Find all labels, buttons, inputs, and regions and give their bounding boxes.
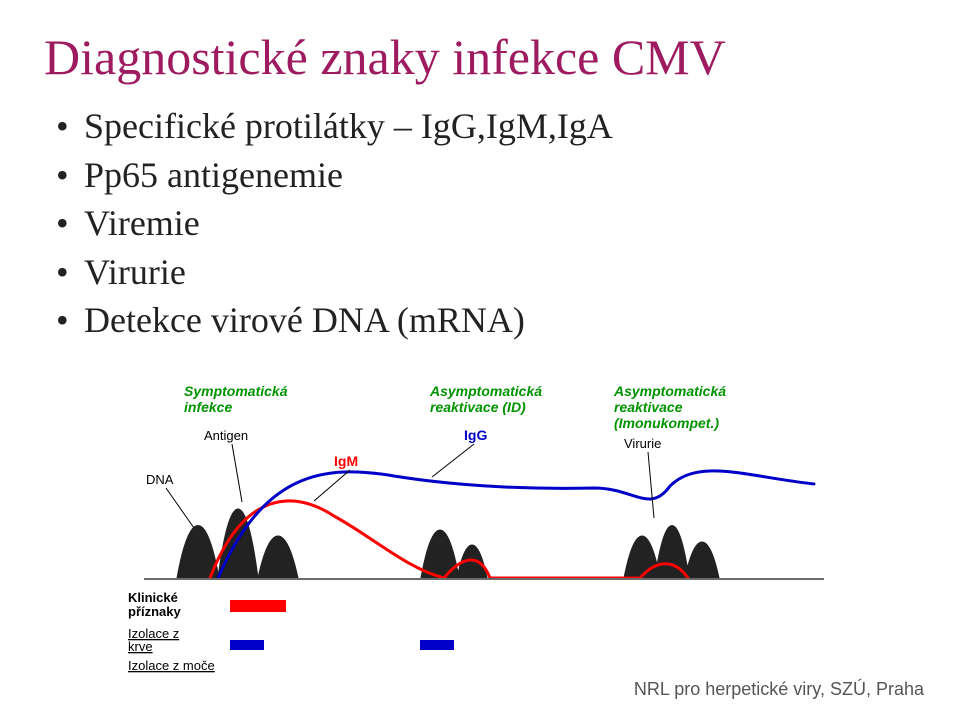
- svg-text:Virurie: Virurie: [624, 436, 661, 451]
- list-item: Detekce virové DNA (mRNA): [56, 296, 924, 345]
- list-item: Viremie: [56, 199, 924, 248]
- svg-text:reaktivace: reaktivace: [614, 399, 683, 415]
- svg-text:(Imonukompet.): (Imonukompet.): [614, 415, 719, 431]
- svg-text:infekce: infekce: [184, 399, 232, 415]
- svg-text:reaktivace (ID): reaktivace (ID): [430, 399, 526, 415]
- svg-text:krve: krve: [128, 639, 153, 654]
- svg-text:Klinické: Klinické: [128, 590, 178, 605]
- bullet-list: Specifické protilátky – IgG,IgM,IgA Pp65…: [56, 102, 924, 345]
- svg-text:Antigen: Antigen: [204, 428, 248, 443]
- svg-text:DNA: DNA: [146, 472, 174, 487]
- list-item: Virurie: [56, 248, 924, 297]
- svg-text:Asymptomatická: Asymptomatická: [429, 383, 542, 399]
- svg-text:příznaky: příznaky: [128, 604, 182, 619]
- list-item: Pp65 antigenemie: [56, 151, 924, 200]
- infection-chart: SymptomatickáinfekceAsymptomatickáreakti…: [114, 378, 834, 678]
- list-item: Specifické protilátky – IgG,IgM,IgA: [56, 102, 924, 151]
- credit-text: NRL pro herpetické viry, SZÚ, Praha: [634, 679, 924, 700]
- svg-text:IgG: IgG: [464, 427, 487, 443]
- svg-text:Asymptomatická: Asymptomatická: [613, 383, 726, 399]
- svg-text:IgM: IgM: [334, 453, 358, 469]
- svg-text:Symptomatická: Symptomatická: [184, 383, 288, 399]
- page-title: Diagnostické znaky infekce CMV: [44, 28, 924, 86]
- svg-text:Izolace z moče: Izolace z moče: [128, 658, 215, 673]
